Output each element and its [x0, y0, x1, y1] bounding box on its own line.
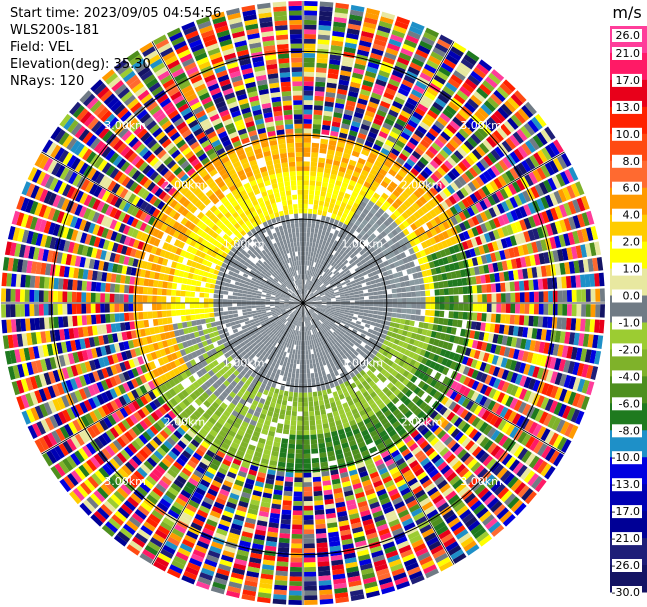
azimuth-spoke — [302, 302, 565, 455]
colorbar-tick-bg — [612, 127, 642, 141]
range-ring-label: 1.00km — [342, 356, 384, 369]
colorbar-tick-label: -21.0 — [612, 532, 640, 545]
range-ring-label: 3.00km — [460, 119, 502, 132]
colorbar-tick-bg — [612, 208, 642, 222]
colorbar-swatch — [610, 52, 647, 81]
colorbar-swatch — [610, 160, 647, 189]
range-ring-label: 2.00km — [401, 416, 443, 429]
range-ring-label: 2.00km — [164, 416, 206, 429]
colorbar-swatch — [610, 349, 647, 377]
colorbar-swatch — [610, 565, 647, 593]
colorbar-tick-bg — [612, 47, 642, 60]
colorbar-swatch — [610, 26, 647, 54]
field-label: Field: VEL — [10, 40, 73, 55]
velocity-gates — [1, 1, 605, 605]
range-ring-label: 3.00km — [104, 119, 146, 132]
colorbar-tick-label: -1.0 — [619, 317, 640, 330]
colorbar-tick-label: 17.0 — [616, 74, 641, 87]
colorbar-tick-bg — [612, 424, 642, 438]
colorbar-tick-bg — [612, 451, 642, 465]
colorbar-tick-bg — [612, 262, 642, 276]
ppi-plot: 1.00km 1.00km 1.00km 1.00km 2.00km 2.00km 2.00… — [1, 1, 605, 605]
azimuth-spoke — [302, 151, 565, 304]
azimuth-spoke — [302, 302, 455, 565]
colorbar-tick-label: -8.0 — [619, 424, 640, 437]
colorbar-swatch — [610, 268, 647, 297]
instrument-label: WLS200s-181 — [10, 23, 100, 38]
colorbar-tick-bg — [612, 370, 642, 384]
colorbar-tick-bg — [612, 181, 642, 195]
colorbar-tick-bg — [612, 559, 642, 572]
colorbar-swatches — [610, 26, 647, 593]
colorbar-swatch — [610, 214, 647, 243]
colorbar-swatch — [610, 403, 647, 431]
scan-info: Start time: 2023/09/05 04:54:56 WLS200s-… — [10, 5, 221, 90]
colorbar-tick-bg — [612, 73, 642, 87]
colorbar-swatch — [610, 484, 647, 512]
range-ring-label: 1.00km — [223, 356, 265, 369]
azimuth-spoke — [41, 151, 304, 304]
colorbar-tick-bg — [612, 505, 642, 519]
colorbar-tick-label: 8.0 — [623, 155, 641, 168]
range-ring-label: 1.00km — [342, 238, 384, 251]
colorbar-swatch — [610, 295, 647, 323]
colorbar-tick-label: 13.0 — [616, 101, 641, 114]
range-ring-label: 3.00km — [104, 475, 146, 488]
azimuth-spokes — [1, 1, 605, 605]
colorbar-swatch — [610, 187, 647, 216]
colorbar-tick-label: -26.0 — [612, 559, 640, 572]
colorbar-tick-bg — [612, 397, 642, 411]
colorbar-tick-bg — [612, 29, 642, 42]
colorbar-tick-label: -2.0 — [619, 343, 640, 356]
colorbar-swatch — [610, 457, 647, 485]
range-ring-labels: 1.00km 1.00km 1.00km 1.00km 2.00km 2.00km 2.00… — [104, 119, 502, 488]
azimuth-spoke — [302, 41, 455, 304]
colorbar-swatch — [610, 430, 647, 458]
azimuth-spoke — [151, 41, 304, 304]
colorbar-tick-label: 6.0 — [623, 182, 641, 195]
range-ring-label: 2.00km — [401, 178, 443, 191]
elevation-label: Elevation(deg): 35.30 — [10, 57, 151, 72]
colorbar-tick-bg — [612, 532, 642, 546]
colorbar-tick-bg — [612, 478, 642, 492]
colorbar-swatch — [610, 241, 647, 270]
colorbar-tick-label: 10.0 — [616, 128, 641, 141]
colorbar-swatch — [610, 133, 647, 162]
azimuth-spoke — [151, 302, 304, 565]
colorbar-tick-label: 1.0 — [623, 263, 641, 276]
colorbar-swatch — [610, 106, 647, 135]
colorbar-swatch — [610, 79, 647, 108]
colorbar-tick-label: 21.0 — [616, 47, 641, 60]
colorbar-swatch — [610, 538, 647, 566]
colorbar-title: m/s — [612, 3, 641, 22]
colorbar-tick-bg — [612, 343, 642, 357]
nrays-label: NRays: 120 — [10, 74, 85, 89]
colorbar-tick-bg — [612, 316, 642, 330]
colorbar-tick-label: 4.0 — [623, 209, 641, 222]
colorbar-swatch — [610, 511, 647, 539]
colorbar-tick-bg — [612, 235, 642, 249]
colorbar-swatch — [610, 322, 647, 350]
colorbar-tick-bg — [612, 586, 642, 599]
colorbar-tick-label: -10.0 — [612, 451, 640, 464]
range-ring-label: 3.00km — [460, 475, 502, 488]
colorbar-tick-bg — [612, 154, 642, 168]
colorbar-ticks: 26.0 21.0 17.0 13.0 10.0 8.0 6.0 4.0 2.0 1.0 0.0 -1… — [612, 29, 642, 599]
colorbar-tick-label: 2.0 — [623, 236, 641, 249]
colorbar-tick-label: -4.0 — [619, 370, 640, 383]
colorbar-tick-label: -17.0 — [612, 505, 640, 518]
colorbar-swatch — [610, 376, 647, 404]
start-time-label: Start time: 2023/09/05 04:54:56 — [10, 6, 222, 21]
range-ring-label: 2.00km — [164, 178, 206, 191]
azimuth-spoke — [41, 302, 304, 455]
colorbar-tick-bg — [612, 100, 642, 114]
colorbar-tick-label: 26.0 — [616, 29, 641, 42]
colorbar-tick-label: -6.0 — [619, 397, 640, 410]
colorbar-tick-label: -13.0 — [612, 478, 640, 491]
range-ring-label: 1.00km — [223, 238, 265, 251]
colorbar-tick-label: -30.0 — [612, 586, 640, 599]
colorbar-tick-bg — [612, 289, 642, 303]
colorbar-tick-label: 0.0 — [623, 290, 641, 303]
